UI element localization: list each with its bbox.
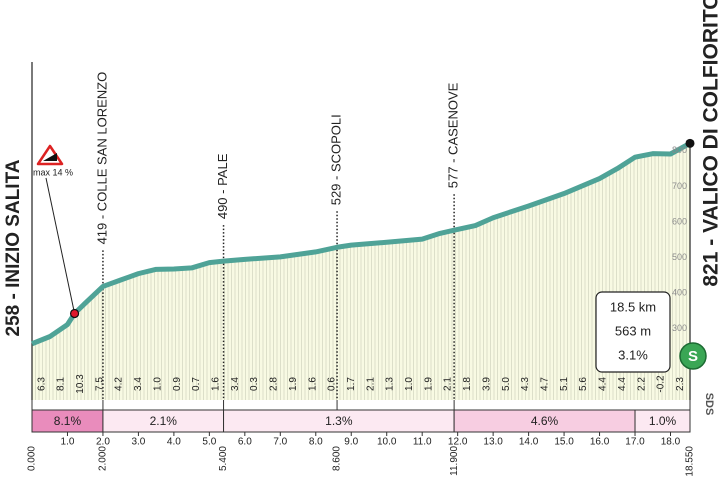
x-tick-label: 7.0: [273, 437, 287, 448]
gradient-label: 0.3: [249, 377, 260, 391]
gradient-label: 2.1: [365, 377, 376, 391]
gradient-label: 3.4: [133, 377, 144, 391]
sector-label: 1.0%: [649, 414, 677, 428]
profile-line: [31, 141, 692, 347]
x-tick-label: 5.0: [202, 437, 216, 448]
sector: [634, 409, 691, 433]
badge-text: S: [688, 348, 698, 365]
max-gradient-point: [69, 308, 80, 319]
gradient-label: -0.2: [656, 375, 667, 393]
waypoint-label: 419 - COLLE SAN LORENZO: [94, 72, 109, 245]
y-tick-label: 400: [672, 288, 687, 298]
sector-label: 4.6%: [531, 414, 559, 428]
x-tick-label: 12.0: [448, 437, 468, 448]
y-tick-label: 700: [672, 181, 687, 191]
gradient-label: 3.4: [230, 377, 241, 391]
gradient-label: 5.1: [559, 377, 570, 391]
end-label: 821 - VALICO DI COLFIORITO: [700, 0, 723, 287]
gradient-label: 1.0: [152, 377, 163, 391]
x-tick-label: 3.0: [131, 437, 145, 448]
brand-text: SDS: [703, 393, 715, 416]
x-tick-label: 13.0: [483, 437, 503, 448]
end-marker: [685, 138, 695, 148]
x-tick-label: 11.0: [413, 437, 432, 448]
gradient-label: 0.7: [191, 377, 202, 391]
km-mark-label: 5.400: [218, 446, 229, 471]
gradient-label: 1.9: [288, 377, 299, 391]
gradient-label: 4.4: [598, 377, 609, 391]
gradient-label: 1.0: [404, 377, 415, 391]
x-tick-label: 1.0: [61, 437, 75, 448]
y-tick-label: 600: [672, 216, 687, 226]
waypoint-label: 577 - CASENOVE: [446, 82, 461, 188]
sector-label: 2.1%: [150, 414, 178, 428]
gradient-label: 8.1: [56, 377, 67, 391]
waypoint-label: 490 - PALE: [215, 153, 230, 219]
info-average: 3.1%: [618, 347, 648, 362]
x-tick-label: 14.0: [519, 437, 539, 448]
gradient-label: 1.8: [462, 377, 473, 391]
gradient-label: 4.4: [617, 377, 628, 391]
gradient-label: 5.0: [501, 377, 512, 391]
waypoint-label: 529 - SCOPOLI: [328, 114, 343, 205]
info-box: [595, 291, 671, 373]
y-tick-label: 800: [672, 145, 687, 155]
info-distance: 18.5 km: [610, 299, 656, 314]
gradient-label: 10.3: [75, 374, 86, 394]
gradient-label: 5.6: [578, 377, 589, 391]
km-mark-label: 11.900: [449, 446, 460, 476]
x-tick-label: 10.0: [377, 437, 397, 448]
gradient-label: 2.3: [675, 377, 686, 391]
gradient-label: 6.3: [36, 377, 47, 391]
x-tick-label: 17.0: [625, 437, 645, 448]
x-tick-label: 15.0: [554, 437, 574, 448]
gradient-label: 2.2: [636, 377, 647, 391]
info-gain: 563 m: [615, 323, 651, 338]
km-mark-label: 2.000: [98, 446, 109, 471]
gradient-label: 4.7: [539, 377, 550, 391]
sector-label: 8.1%: [54, 414, 82, 428]
gradient-label: 4.2: [114, 377, 125, 391]
x-tick-label: 9.0: [344, 437, 358, 448]
max-leader: [45, 177, 76, 314]
gradient-label: 3.9: [481, 377, 492, 391]
km-mark-label: 18.550: [685, 446, 696, 477]
start-label: 258 - INIZIO SALITA: [3, 159, 24, 336]
x-tick-label: 18.0: [661, 437, 681, 448]
gradient-label: 2.8: [269, 377, 280, 391]
x-tick-label: 2.0: [96, 437, 110, 448]
gradient-label: 1.7: [346, 377, 357, 391]
x-tick-label: 8.0: [309, 437, 323, 448]
warning-icon: [36, 144, 64, 166]
sector-label: 1.3%: [325, 414, 353, 428]
y-tick-label: 500: [672, 252, 687, 262]
gradient-label: 1.6: [210, 377, 221, 391]
gradient-label: 4.3: [520, 377, 531, 391]
gradient-label: 0.9: [172, 377, 183, 391]
km-mark-label: 8.600: [332, 446, 343, 471]
gradient-label: 1.3: [385, 377, 396, 391]
x-tick-label: 16.0: [590, 437, 610, 448]
y-tick-label: 300: [672, 323, 687, 333]
max-gradient-label: max 14 %: [33, 167, 73, 177]
gradient-label: 2.1: [443, 377, 454, 391]
warning-slope: [43, 153, 57, 161]
gradient-label: 1.9: [423, 377, 434, 391]
gradient-label: 0.6: [327, 377, 338, 391]
gradient-label: 7.5: [94, 377, 105, 391]
x-tick-label: 4.0: [167, 437, 181, 448]
gradient-label: 1.6: [307, 377, 318, 391]
badge-icon: [679, 342, 707, 370]
km-mark-label: 0.000: [27, 446, 38, 471]
x-tick-label: 6.0: [238, 437, 252, 448]
